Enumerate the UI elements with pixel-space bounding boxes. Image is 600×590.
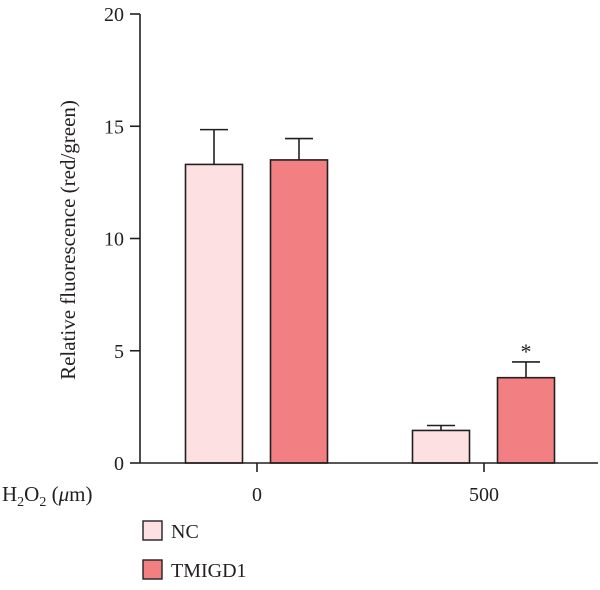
x-axis-label-h: H	[2, 482, 17, 506]
bar-tmigd1-1	[496, 376, 556, 464]
bar-tmigd1-0	[269, 159, 329, 464]
legend-swatch-nc	[142, 520, 163, 541]
x-axis-label-sub1: 2	[17, 495, 24, 510]
legend-swatch-tmigd1	[142, 559, 163, 580]
bar-nc-0	[184, 163, 244, 464]
significance-asterisk: *	[521, 339, 532, 364]
x-axis-label-mu: μ	[58, 482, 70, 506]
legend-label-nc: NC	[171, 521, 199, 543]
legend-label-tmigd1: TMIGD1	[171, 560, 247, 582]
y-ticks-layer: 0 5 10 15 20	[104, 4, 140, 475]
y-tick-label: 10	[104, 229, 124, 251]
bars-layer: *	[184, 128, 556, 464]
y-axis-label: Relative fluorescence (red/green)	[56, 100, 80, 380]
x-axis-label-unit-rest: m)	[69, 482, 92, 506]
y-tick-label: 20	[104, 4, 124, 26]
y-tick-label: 15	[104, 116, 124, 138]
x-axis-label: H2O2 (μm)	[2, 482, 92, 510]
legend: NC TMIGD1	[142, 520, 247, 582]
x-axis-label-unit-open: (	[46, 482, 58, 506]
x-tick-label: 0	[252, 484, 262, 506]
y-tick-label: 5	[114, 341, 124, 363]
x-axis-label-o: O	[24, 482, 39, 506]
x-axis-label-sub2: 2	[39, 495, 46, 510]
x-ticks-layer: 0 500	[252, 463, 499, 506]
x-tick-label: 500	[469, 484, 499, 506]
y-tick-label: 0	[114, 453, 124, 475]
bar-nc-1	[411, 429, 471, 464]
